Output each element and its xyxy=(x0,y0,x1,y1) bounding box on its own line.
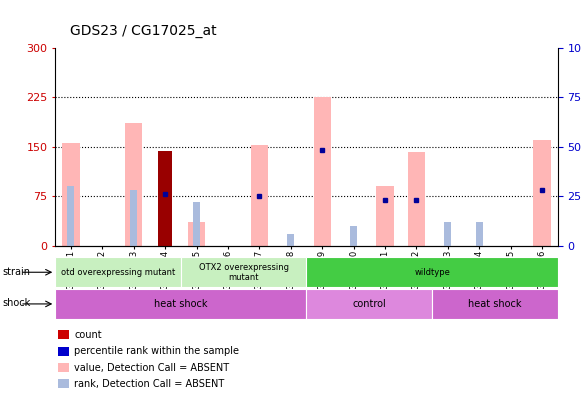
Text: OTX2 overexpressing
mutant: OTX2 overexpressing mutant xyxy=(199,263,289,282)
Bar xyxy=(533,140,551,246)
Text: value, Detection Call = ABSENT: value, Detection Call = ABSENT xyxy=(74,362,229,373)
Text: GDS23 / CG17025_at: GDS23 / CG17025_at xyxy=(70,24,216,38)
Bar xyxy=(188,223,205,246)
Bar xyxy=(408,152,425,246)
Bar xyxy=(58,346,69,356)
Bar xyxy=(476,222,483,246)
Bar xyxy=(58,379,69,388)
Bar xyxy=(432,289,558,319)
Bar xyxy=(158,151,172,246)
Text: percentile rank within the sample: percentile rank within the sample xyxy=(74,346,239,356)
Text: strain: strain xyxy=(3,267,31,277)
Text: shock: shock xyxy=(3,298,31,308)
Bar xyxy=(181,257,307,287)
Bar xyxy=(67,186,74,246)
Bar xyxy=(350,226,357,246)
Bar xyxy=(251,145,268,246)
Bar xyxy=(193,202,200,246)
Bar xyxy=(444,222,451,246)
Bar xyxy=(55,289,307,319)
Text: wildtype: wildtype xyxy=(414,268,450,277)
Text: count: count xyxy=(74,330,102,340)
Text: otd overexpressing mutant: otd overexpressing mutant xyxy=(61,268,175,277)
Bar xyxy=(58,363,69,372)
Text: heat shock: heat shock xyxy=(154,299,207,309)
Bar xyxy=(58,330,69,339)
Bar xyxy=(288,234,294,246)
Bar xyxy=(307,257,558,287)
Bar xyxy=(314,97,331,246)
Bar xyxy=(62,143,80,246)
Text: control: control xyxy=(353,299,386,309)
Text: heat shock: heat shock xyxy=(468,299,522,309)
Bar xyxy=(130,190,137,246)
Bar xyxy=(55,257,181,287)
Bar xyxy=(125,124,142,246)
Bar xyxy=(376,186,394,246)
Bar xyxy=(307,289,432,319)
Text: rank, Detection Call = ABSENT: rank, Detection Call = ABSENT xyxy=(74,379,224,389)
